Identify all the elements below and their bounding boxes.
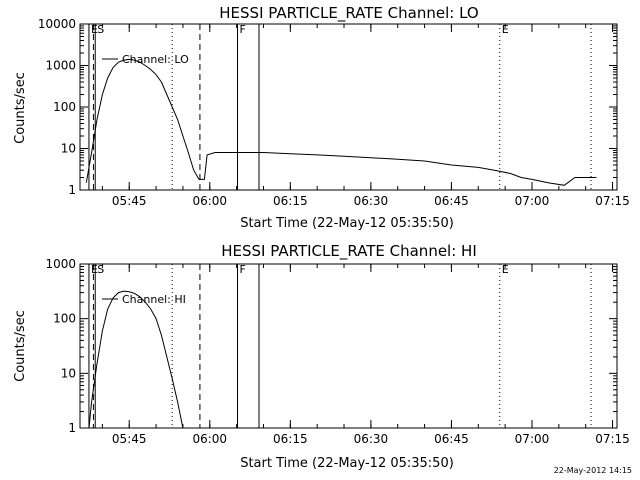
panel-hi-title: HESSI PARTICLE_RATE Channel: HI	[221, 242, 477, 261]
series-line	[85, 58, 597, 186]
marker-label: S	[97, 23, 104, 36]
footer-timestamp: 22-May-2012 14:15	[553, 466, 632, 475]
panel-lo-ylabel: Counts/sec	[13, 72, 28, 144]
legend-label: Channel: LO	[122, 53, 189, 66]
y-tick-label: 10000	[38, 17, 76, 31]
x-tick-label: 06:00	[192, 194, 227, 208]
panel-lo-title: HESSI PARTICLE_RATE Channel: LO	[219, 4, 478, 23]
panel-hi: HESSI PARTICLE_RATE Channel: HI Start Ti…	[13, 242, 630, 471]
panel-hi-ylabel: Counts/sec	[13, 310, 28, 382]
marker-label: E	[91, 23, 98, 36]
x-tick-label: 06:00	[192, 432, 227, 446]
x-tick-label: 07:15	[595, 432, 630, 446]
y-tick-label: 10	[61, 366, 76, 380]
marker-label: E	[502, 263, 509, 276]
marker-label: E	[502, 23, 509, 36]
x-tick-label: 06:30	[354, 432, 389, 446]
x-tick-label: 07:00	[515, 194, 550, 208]
y-tick-label: 1	[68, 421, 76, 435]
x-tick-label: 05:45	[112, 194, 147, 208]
marker-label: F	[240, 263, 246, 276]
y-tick-label: 100	[53, 312, 76, 326]
y-tick-label: 1000	[45, 59, 76, 73]
x-tick-label: 07:15	[595, 194, 630, 208]
series-line	[88, 290, 184, 429]
y-tick-label: 100	[53, 100, 76, 114]
plot-frame	[79, 263, 618, 429]
x-tick-label: 05:45	[112, 432, 147, 446]
x-tick-label: 06:45	[434, 194, 469, 208]
panel-lo-xlabel: Start Time (22-May-12 05:35:50)	[240, 216, 454, 231]
legend-label: Channel: HI	[122, 293, 186, 306]
plot-frame	[79, 23, 618, 191]
y-tick-label: 1000	[45, 257, 76, 271]
x-tick-label: 07:00	[515, 432, 550, 446]
x-tick-label: 06:30	[354, 194, 389, 208]
x-tick-label: 06:15	[273, 432, 308, 446]
y-tick-label: 10	[61, 142, 76, 156]
y-tick-label: 1	[68, 183, 76, 197]
x-tick-label: 06:45	[434, 432, 469, 446]
marker-label: S	[97, 263, 104, 276]
marker-label: F	[240, 23, 246, 36]
marker-label: E	[91, 263, 98, 276]
panel-hi-xlabel: Start Time (22-May-12 05:35:50)	[240, 456, 454, 471]
x-tick-label: 06:15	[273, 194, 308, 208]
panel-lo: HESSI PARTICLE_RATE Channel: LO Start Ti…	[13, 4, 630, 231]
